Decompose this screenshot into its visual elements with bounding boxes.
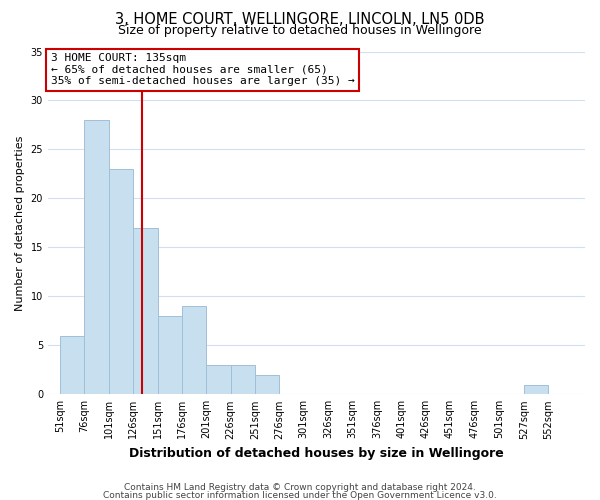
Bar bbox=[182, 306, 206, 394]
Text: 3 HOME COURT: 135sqm
← 65% of detached houses are smaller (65)
35% of semi-detac: 3 HOME COURT: 135sqm ← 65% of detached h… bbox=[50, 53, 355, 86]
Bar bbox=[158, 316, 182, 394]
Bar bbox=[206, 365, 230, 394]
Bar bbox=[524, 384, 548, 394]
Y-axis label: Number of detached properties: Number of detached properties bbox=[15, 135, 25, 310]
Bar bbox=[109, 169, 133, 394]
Text: 3, HOME COURT, WELLINGORE, LINCOLN, LN5 0DB: 3, HOME COURT, WELLINGORE, LINCOLN, LN5 … bbox=[115, 12, 485, 28]
Bar bbox=[133, 228, 158, 394]
Text: Contains HM Land Registry data © Crown copyright and database right 2024.: Contains HM Land Registry data © Crown c… bbox=[124, 483, 476, 492]
Bar bbox=[60, 336, 85, 394]
Bar bbox=[230, 365, 255, 394]
Bar bbox=[255, 374, 280, 394]
Bar bbox=[85, 120, 109, 394]
Text: Contains public sector information licensed under the Open Government Licence v3: Contains public sector information licen… bbox=[103, 490, 497, 500]
Text: Size of property relative to detached houses in Wellingore: Size of property relative to detached ho… bbox=[118, 24, 482, 37]
X-axis label: Distribution of detached houses by size in Wellingore: Distribution of detached houses by size … bbox=[129, 447, 504, 460]
